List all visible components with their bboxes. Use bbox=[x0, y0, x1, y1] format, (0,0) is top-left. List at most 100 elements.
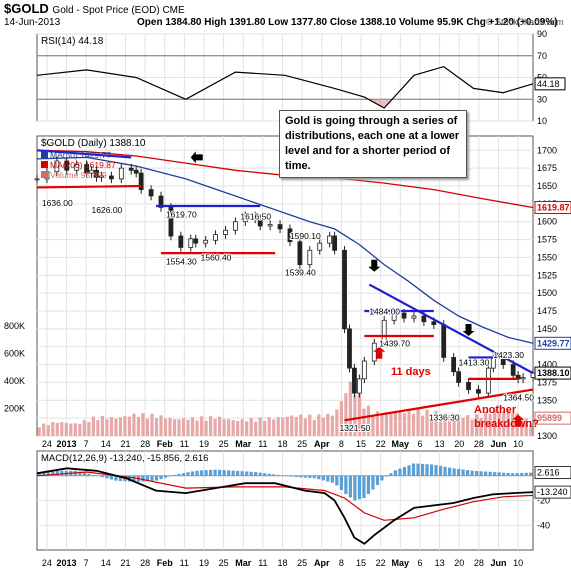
price-x-tick-label: 22 bbox=[376, 439, 386, 449]
volume-bar bbox=[240, 419, 244, 436]
price-y-tick-label: 1400 bbox=[537, 360, 557, 370]
volume-bar bbox=[470, 419, 474, 436]
ohlc-summary: Open 1384.80 High 1391.80 Low 1377.80 Cl… bbox=[137, 17, 558, 28]
price-y-tick-label: 1300 bbox=[537, 431, 557, 441]
volume-bar bbox=[227, 419, 231, 436]
macd-histogram-bar bbox=[434, 465, 438, 476]
macd-x-tick-label: 25 bbox=[219, 558, 229, 568]
price-candle bbox=[342, 249, 347, 330]
macd-histogram-bar bbox=[443, 466, 447, 476]
macd-histogram-bar bbox=[303, 475, 307, 478]
price-candle bbox=[252, 215, 258, 220]
trend-line-resistance bbox=[36, 149, 132, 159]
macd-x-tick-label: Feb bbox=[157, 558, 174, 568]
macd-histogram-bar bbox=[524, 472, 528, 476]
price-tag-label: 1388.10 bbox=[537, 368, 570, 378]
volume-bar bbox=[375, 411, 380, 436]
macd-histogram-bar bbox=[267, 473, 271, 476]
macd-x-tick-label: 21 bbox=[120, 558, 130, 568]
macd-histogram-bar bbox=[515, 473, 519, 476]
macd-label: MACD(12,26,9) -13.240, -15.856, 2.616 bbox=[41, 453, 208, 464]
macd-x-tick-label: 28 bbox=[140, 558, 150, 568]
macd-histogram-bar bbox=[150, 475, 154, 481]
macd-x-tick-label: 20 bbox=[454, 558, 464, 568]
volume-bar bbox=[330, 415, 334, 436]
price-candle bbox=[327, 235, 333, 244]
macd-tag-box bbox=[534, 485, 571, 499]
macd-histogram-bar bbox=[380, 475, 384, 481]
volume-bar bbox=[398, 411, 402, 436]
volume-bar bbox=[163, 418, 168, 436]
macd-histogram-bar bbox=[236, 470, 240, 476]
price-x-tick-label: 10 bbox=[513, 439, 523, 449]
macd-histogram-bar bbox=[371, 475, 375, 490]
volume-bar bbox=[380, 415, 384, 436]
price-point-label: 1554.30 bbox=[166, 257, 197, 267]
volume-bar bbox=[493, 409, 497, 436]
volume-bar bbox=[154, 418, 159, 436]
macd-histogram-bar bbox=[420, 463, 425, 476]
price-point-label: 1616.50 bbox=[240, 212, 271, 222]
volume-bar bbox=[181, 418, 186, 436]
price-x-tick-label: May bbox=[392, 439, 410, 449]
volume-bar bbox=[497, 411, 501, 436]
price-y-tick-label: 1650 bbox=[537, 181, 557, 191]
macd-x-tick-label: 14 bbox=[101, 558, 111, 568]
price-candle bbox=[456, 371, 462, 383]
volume-bar bbox=[420, 415, 425, 436]
volume-bar bbox=[132, 413, 136, 436]
macd-histogram-bar bbox=[393, 470, 398, 476]
volume-bar bbox=[294, 416, 298, 436]
volume-bar bbox=[231, 420, 235, 436]
volume-bar bbox=[339, 401, 343, 436]
macd-histogram-bar bbox=[190, 471, 195, 476]
price-y-tick-label: 1525 bbox=[537, 270, 557, 280]
price-x-tick-label: 13 bbox=[435, 439, 445, 449]
price-candle bbox=[188, 238, 194, 248]
price-point-label: 1413.30 bbox=[459, 357, 490, 367]
rsi-tag-box bbox=[534, 77, 566, 91]
volume-bar bbox=[344, 393, 348, 436]
price-candle bbox=[431, 321, 437, 325]
price-tag-label: 1619.87 bbox=[537, 203, 570, 213]
price-x-tick-label: Jun bbox=[490, 439, 506, 449]
price-point-label: 1619.70 bbox=[166, 209, 197, 219]
volume-bar bbox=[37, 427, 41, 436]
volume-bar bbox=[357, 394, 361, 436]
volume-bar bbox=[55, 422, 59, 436]
price-y-tick-label: 1450 bbox=[537, 324, 557, 334]
volume-bar bbox=[326, 413, 330, 436]
price-candle bbox=[361, 360, 367, 380]
macd-histogram-bar bbox=[348, 475, 352, 498]
price-x-tick-label: 11 bbox=[180, 439, 189, 449]
macd-x-tick-label: 28 bbox=[474, 558, 484, 568]
macd-histogram-bar bbox=[470, 470, 474, 476]
macd-histogram-bar bbox=[276, 474, 280, 476]
price-x-tick-label: 20 bbox=[454, 439, 464, 449]
arrow-down-icon bbox=[368, 259, 381, 272]
volume-bar bbox=[366, 405, 371, 436]
volume-bar bbox=[308, 414, 312, 436]
price-x-tick-label: 6 bbox=[417, 439, 422, 449]
rsi-y-tick-label: 90 bbox=[537, 29, 547, 39]
macd-histogram-bar bbox=[249, 471, 253, 476]
price-candle bbox=[347, 328, 352, 369]
price-candle bbox=[89, 169, 94, 174]
macd-histogram-bar bbox=[520, 472, 524, 476]
volume-bar bbox=[218, 416, 222, 436]
price-candle bbox=[148, 189, 154, 197]
macd-histogram-bar bbox=[479, 471, 483, 476]
volume-bar bbox=[475, 414, 479, 436]
price-x-tick-label: 7 bbox=[84, 439, 89, 449]
macd-histogram-bar bbox=[46, 471, 50, 476]
macd-histogram-bar bbox=[37, 472, 41, 476]
volume-bar bbox=[141, 413, 145, 436]
macd-histogram-bar bbox=[172, 474, 177, 476]
volume-bar bbox=[479, 417, 483, 436]
brand-watermark: © StockCharts.com bbox=[486, 17, 564, 27]
price-candle bbox=[520, 377, 526, 380]
price-point-label: 1364.50 bbox=[503, 392, 534, 402]
price-y-tick-label: 1375 bbox=[537, 377, 557, 387]
analysis-note: Gold is going through a series of distri… bbox=[279, 110, 467, 178]
volume-bar bbox=[353, 394, 357, 436]
